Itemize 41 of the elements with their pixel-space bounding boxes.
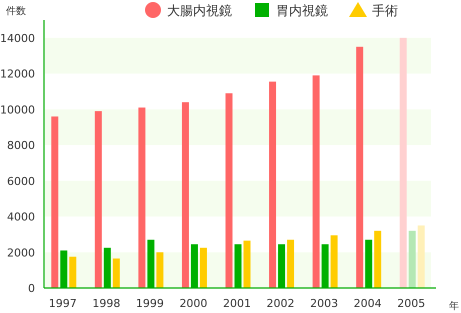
- x-tick-label: 2005: [397, 297, 426, 310]
- x-axis-title: 年: [449, 300, 459, 312]
- bar: [356, 46, 364, 288]
- bar: [287, 240, 294, 288]
- legend-label: 胃内視鏡: [276, 4, 328, 19]
- bar: [418, 225, 425, 288]
- y-tick-label: 12000: [0, 68, 35, 81]
- y-tick-label: 14000: [0, 32, 35, 45]
- x-tick-label: 1998: [92, 297, 120, 310]
- bar: [156, 252, 164, 288]
- bar: [312, 75, 320, 288]
- y-tick-label: 6000: [7, 174, 35, 188]
- legend-label: 大腸内視鏡: [167, 4, 232, 19]
- y-tick-label: 4000: [7, 210, 35, 224]
- bar: [51, 116, 58, 288]
- y-tick-label: 0: [28, 282, 35, 295]
- bar: [244, 240, 250, 288]
- x-tick-label: 1997: [48, 297, 77, 310]
- bar: [226, 93, 232, 288]
- x-tick-label: 2001: [223, 297, 251, 310]
- bar: [330, 235, 338, 288]
- x-tick-label: 2003: [310, 297, 338, 310]
- x-tick-label: 2000: [179, 297, 208, 310]
- y-axis-title: 件数: [6, 6, 26, 17]
- y-tick-label: 10000: [0, 103, 35, 116]
- y-tick-label: 2000: [7, 246, 35, 260]
- bar: [400, 38, 407, 288]
- x-tick-label: 2002: [266, 297, 295, 310]
- bar: [69, 256, 76, 288]
- x-tick-label: 2004: [354, 297, 382, 310]
- bar: [138, 108, 146, 288]
- bar: [374, 230, 382, 288]
- bar: [269, 82, 276, 288]
- bar: [408, 230, 416, 288]
- bar: [94, 111, 102, 288]
- x-tick-label: 1999: [136, 297, 164, 310]
- legend-label: 手術: [372, 4, 398, 19]
- bar: [200, 248, 207, 288]
- bar: [112, 258, 120, 288]
- y-tick-label: 8000: [7, 139, 35, 152]
- bar: [182, 102, 189, 288]
